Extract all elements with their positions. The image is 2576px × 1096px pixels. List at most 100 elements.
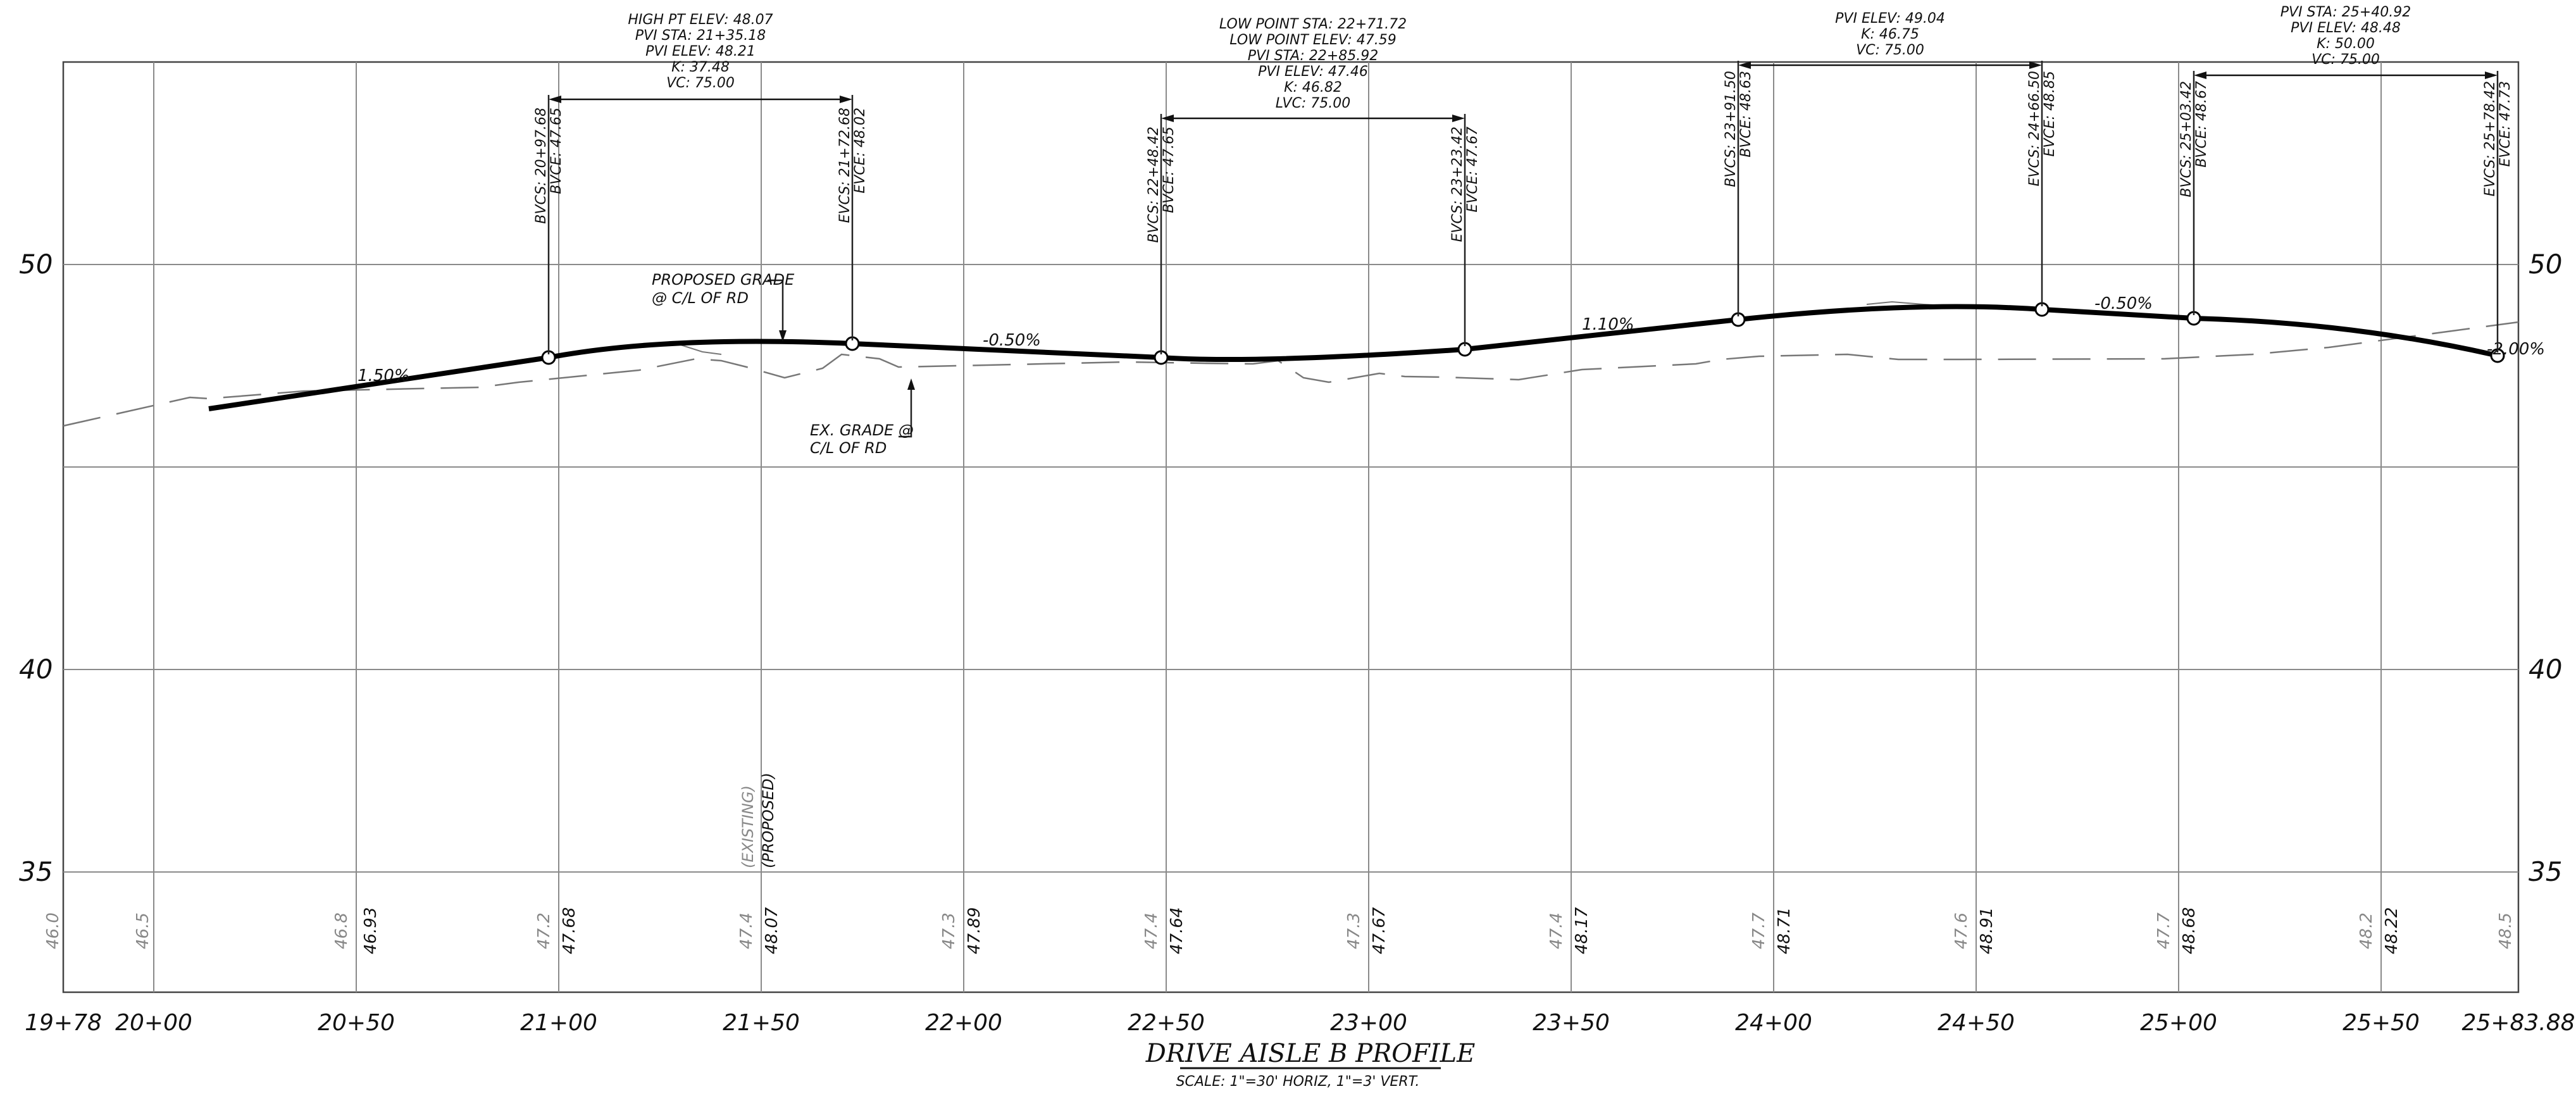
existing-elev: 47.4 [1547,912,1566,949]
curve-info-line: K: 37.48 [671,59,730,75]
proposed-elev: 46.93 [361,907,380,954]
proposed-elev: 48.22 [2382,907,2401,954]
station-labels: 19+78 20+00 20+50 21+00 21+50 22+00 22+5… [25,1010,2575,1036]
arrowhead [840,96,852,103]
curve-info-line: K: 46.82 [1284,80,1342,96]
elev-label-right: 35 [2529,856,2562,887]
existing-column-header: (EXISTING) [739,785,757,868]
existing-elev: 47.7 [2155,912,2174,949]
station-label: 23+00 [1330,1010,1407,1036]
curve-info-line: PVI STA: 22+85.92 [1248,48,1378,64]
elev-label-left: 40 [19,654,53,685]
bvc-elevation-label: BVCE: 47.65 [549,108,564,194]
existing-elev: 46.5 [134,912,152,949]
station-label: 22+50 [1128,1010,1205,1036]
proposed-elev: 47.67 [1370,907,1389,954]
station-label: 24+50 [1938,1010,2015,1036]
proposed-callout-line: PROPOSED GRADE [652,271,795,289]
proposed-grade-callout: PROPOSED GRADE @ C/L OF RD [652,271,795,342]
bottom-proposed-elevations: 46.93 47.68 48.07 47.89 47.64 47.67 48.1… [361,773,2401,954]
proposed-elev: 48.91 [1977,907,1996,954]
elev-label-right: 50 [2529,249,2562,280]
evc-station-label: EVCS: 25+78.42 [2482,81,2498,197]
existing-callout-line: EX. GRADE @ [810,421,914,439]
vertical-curve-2: LOW POINT STA: 22+71.72 LOW POINT ELEV: … [1146,16,1481,354]
evc-elevation-label: EVCE: 47.67 [1465,127,1481,213]
grade-label: 1.10% [1582,315,1634,334]
proposed-grade-line [208,304,2498,411]
curve-info-line: LOW POINT ELEV: 47.59 [1229,32,1397,48]
curve-info-line: VC: 75.00 [1856,42,1924,58]
grade-label: -0.50% [2094,294,2153,313]
station-label: 22+00 [925,1010,1002,1036]
proposed-elev: 47.68 [560,907,579,954]
existing-elev: 47.7 [1750,912,1769,949]
bvc-station-label: BVCS: 20+97.68 [533,108,549,224]
elev-label-left: 50 [19,249,53,280]
bvc-station-label: BVCS: 22+48.42 [1146,127,1162,243]
existing-elev: 46.0 [44,912,63,949]
station-label: 23+50 [1533,1010,1610,1036]
existing-callout-line: C/L OF RD [810,439,887,457]
existing-elev: 47.2 [535,912,554,949]
existing-elev: 47.4 [1142,912,1161,949]
arrowhead [549,96,561,103]
existing-elev: 48.2 [2357,912,2376,949]
curve-info-line: K: 50.00 [2317,36,2375,52]
station-label: 19+78 [25,1010,102,1036]
station-label: 20+50 [318,1010,395,1036]
grade-label: -0.50% [983,331,1041,350]
station-label: 24+00 [1735,1010,1812,1036]
arrowhead [2029,61,2042,69]
existing-grade-callout: EX. GRADE @ C/L OF RD [810,378,915,457]
scale-note: SCALE: 1"=30' HORIZ, 1"=3' VERT. [1176,1074,1420,1090]
vertical-curve-4: PVI STA: 25+40.92 PVI ELEV: 48.48 K: 50.… [2179,4,2513,352]
bvc-elevation-label: BVCE: 47.65 [1161,127,1177,213]
proposed-grade [208,302,2505,411]
bvc-station-label: BVCS: 25+03.42 [2179,81,2194,197]
arrowhead [2194,72,2206,79]
grid [62,61,2520,993]
station-label: 21+00 [520,1010,597,1036]
bvc-elevation-label: BVCE: 48.67 [2194,81,2210,168]
evc-station-label: EVCS: 23+23.42 [1450,127,1465,242]
evc-station-label: EVCS: 21+72.68 [837,108,853,223]
vertical-curve-1: HIGH PT ELEV: 48.07 PVI STA: 21+35.18 PV… [533,12,868,354]
arrowhead [907,378,915,390]
curve-info-line: PVI ELEV: 47.46 [1258,64,1368,80]
existing-ground [63,301,2519,427]
evc-elevation-label: EVCE: 47.73 [2498,81,2513,167]
curve-info-line: VC: 75.00 [2312,52,2380,68]
evc-station-label: EVCS: 24+66.50 [2027,71,2043,187]
elev-label-left: 35 [19,856,53,887]
curve-info-line: HIGH PT ELEV: 48.07 [628,12,773,28]
arrowhead [779,330,787,342]
proposed-elev: 48.07 [762,907,781,954]
title-block: DRIVE AISLE B PROFILE SCALE: 1"=30' HORI… [1145,1039,1476,1090]
station-label: 21+50 [723,1010,800,1036]
station-label: 25+50 [2343,1010,2420,1036]
station-label: 25+83.88 [2461,1010,2575,1036]
elev-label-right: 40 [2529,654,2562,685]
curve-info-line: PVI STA: 25+40.92 [2280,4,2411,20]
arrowhead [1452,115,1465,122]
existing-elev: 47.4 [737,912,756,949]
proposed-callout-line: @ C/L OF RD [652,289,749,307]
station-label: 20+00 [115,1010,192,1036]
grade-label: -2.00% [2487,340,2545,359]
grade-labels: 1.50% -0.50% 1.10% -0.50% -2.00% [358,294,2545,385]
curve-info-line: LVC: 75.00 [1276,96,1350,111]
curve-info-line: PVI ELEV: 48.48 [2291,20,2401,36]
existing-elev: 47.3 [940,912,959,949]
curve-info-line: PVI ELEV: 49.04 [1835,11,1945,27]
page-title: DRIVE AISLE B PROFILE [1145,1039,1476,1068]
callout-leader [899,386,912,438]
existing-elev: 46.8 [332,912,351,949]
proposed-elev: 47.89 [965,907,984,954]
callout-leader [768,279,784,335]
elevation-labels: 50 40 35 50 40 35 [19,249,2562,887]
arrowhead [1738,61,1751,69]
proposed-elev: 47.64 [1167,907,1186,954]
bottom-existing-elevations: 46.0 46.5 46.8 47.2 47.4 47.3 47.4 47.3 … [44,912,2515,949]
